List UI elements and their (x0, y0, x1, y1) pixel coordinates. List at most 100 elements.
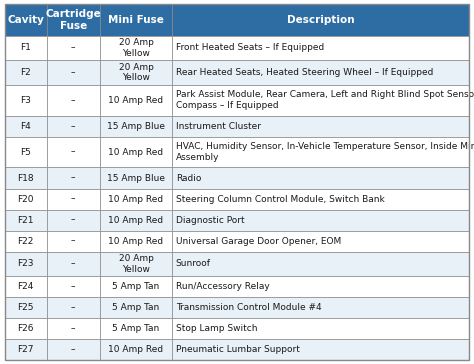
Text: –: – (71, 237, 75, 246)
Bar (46, 297, 100, 318)
Bar (5, 297, 46, 318)
Bar (100, 85, 172, 116)
Bar (46, 252, 100, 276)
Text: Front Heated Seats – If Equipped: Front Heated Seats – If Equipped (176, 43, 324, 52)
Bar (100, 137, 172, 167)
Bar (100, 339, 172, 360)
Bar (5, 167, 46, 189)
Bar (5, 36, 46, 60)
Bar (5, 252, 46, 276)
Bar (5, 189, 46, 210)
Text: Description: Description (287, 15, 355, 25)
Bar (5, 137, 46, 167)
Text: F27: F27 (18, 345, 34, 354)
Bar (46, 230, 100, 252)
Bar (100, 210, 172, 230)
Text: –: – (71, 260, 75, 268)
Text: –: – (71, 282, 75, 291)
Text: F18: F18 (18, 174, 34, 182)
Bar (172, 137, 469, 167)
Text: Diagnostic Port: Diagnostic Port (176, 215, 245, 225)
Bar (5, 4, 46, 36)
Text: F25: F25 (18, 303, 34, 312)
Bar (100, 4, 172, 36)
Text: 15 Amp Blue: 15 Amp Blue (107, 122, 165, 131)
Text: 20 Amp
Yellow: 20 Amp Yellow (118, 63, 154, 82)
Text: –: – (71, 303, 75, 312)
Text: Radio: Radio (176, 174, 201, 182)
Bar (172, 36, 469, 60)
Text: F23: F23 (18, 260, 34, 268)
Bar (172, 189, 469, 210)
Bar (100, 230, 172, 252)
Bar (5, 210, 46, 230)
Text: 5 Amp Tan: 5 Amp Tan (112, 282, 160, 291)
Text: Stop Lamp Switch: Stop Lamp Switch (176, 324, 257, 333)
Bar (5, 230, 46, 252)
Bar (46, 276, 100, 297)
Text: Instrument Cluster: Instrument Cluster (176, 122, 261, 131)
Bar (172, 85, 469, 116)
Bar (100, 116, 172, 137)
Text: F3: F3 (20, 96, 31, 105)
Bar (100, 167, 172, 189)
Text: F5: F5 (20, 147, 31, 157)
Bar (46, 189, 100, 210)
Bar (172, 116, 469, 137)
Bar (100, 297, 172, 318)
Bar (46, 339, 100, 360)
Text: –: – (71, 68, 75, 77)
Text: Park Assist Module, Rear Camera, Left and Right Blind Spot Sensor,
Compass – If : Park Assist Module, Rear Camera, Left an… (176, 90, 474, 110)
Text: 10 Amp Red: 10 Amp Red (109, 147, 164, 157)
Bar (100, 36, 172, 60)
Bar (46, 60, 100, 85)
Bar (46, 4, 100, 36)
Text: Cavity: Cavity (7, 15, 44, 25)
Text: F26: F26 (18, 324, 34, 333)
Text: Mini Fuse: Mini Fuse (108, 15, 164, 25)
Bar (46, 85, 100, 116)
Text: –: – (71, 345, 75, 354)
Text: –: – (71, 194, 75, 203)
Text: –: – (71, 43, 75, 52)
Text: F4: F4 (20, 122, 31, 131)
Bar (46, 137, 100, 167)
Text: 10 Amp Red: 10 Amp Red (109, 237, 164, 246)
Bar (46, 318, 100, 339)
Text: –: – (71, 174, 75, 182)
Text: Universal Garage Door Opener, EOM: Universal Garage Door Opener, EOM (176, 237, 341, 246)
Text: –: – (71, 96, 75, 105)
Bar (172, 230, 469, 252)
Bar (172, 60, 469, 85)
Text: –: – (71, 324, 75, 333)
Text: F1: F1 (20, 43, 31, 52)
Text: 15 Amp Blue: 15 Amp Blue (107, 174, 165, 182)
Text: F20: F20 (18, 194, 34, 203)
Text: Pneumatic Lumbar Support: Pneumatic Lumbar Support (176, 345, 300, 354)
Text: Transmission Control Module #4: Transmission Control Module #4 (176, 303, 321, 312)
Bar (46, 210, 100, 230)
Bar (5, 339, 46, 360)
Bar (172, 4, 469, 36)
Text: Run/Accessory Relay: Run/Accessory Relay (176, 282, 270, 291)
Text: 5 Amp Tan: 5 Amp Tan (112, 303, 160, 312)
Text: 10 Amp Red: 10 Amp Red (109, 96, 164, 105)
Bar (5, 276, 46, 297)
Text: Cartridge
Fuse: Cartridge Fuse (46, 9, 101, 31)
Bar (46, 36, 100, 60)
Bar (100, 276, 172, 297)
Bar (100, 318, 172, 339)
Bar (172, 276, 469, 297)
Text: –: – (71, 215, 75, 225)
Bar (5, 85, 46, 116)
Text: 10 Amp Red: 10 Amp Red (109, 194, 164, 203)
Bar (100, 252, 172, 276)
Bar (5, 60, 46, 85)
Bar (46, 167, 100, 189)
Bar (46, 116, 100, 137)
Text: F24: F24 (18, 282, 34, 291)
Text: Rear Heated Seats, Heated Steering Wheel – If Equipped: Rear Heated Seats, Heated Steering Wheel… (176, 68, 433, 77)
Text: –: – (71, 147, 75, 157)
Text: 10 Amp Red: 10 Amp Red (109, 215, 164, 225)
Bar (172, 339, 469, 360)
